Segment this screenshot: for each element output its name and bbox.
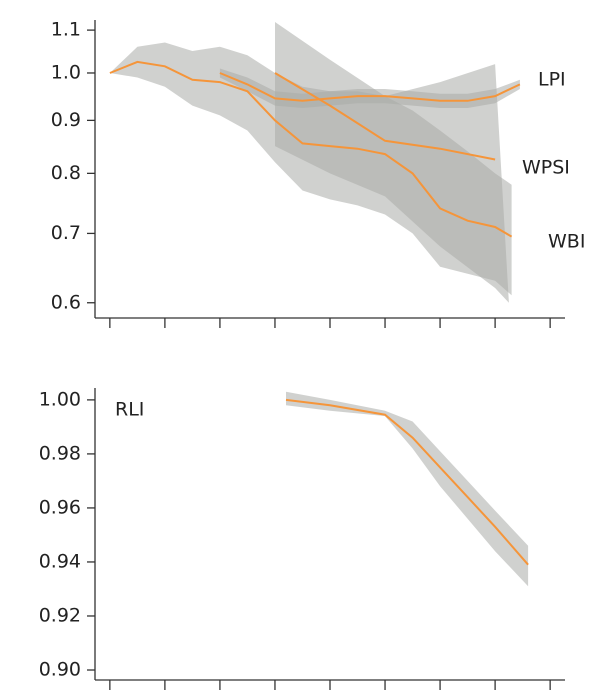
y-tick-label: 1.1 [51, 19, 81, 41]
confidence-band [109, 42, 512, 296]
confidence-band [286, 391, 529, 587]
y-tick-label: 0.7 [51, 222, 81, 244]
y-tick-label: 0.96 [39, 496, 81, 518]
series-line [219, 72, 521, 102]
y-tick-label: 1.00 [39, 388, 81, 410]
y-tick-label: 0.92 [39, 604, 81, 626]
series-label: WBI [548, 231, 585, 253]
series-label: LPI [538, 69, 566, 91]
y-tick-label: 0.6 [51, 291, 81, 313]
y-tick-label: 0.94 [39, 550, 81, 572]
y-tick-label: 0.90 [39, 659, 81, 681]
y-tick-label: 0.98 [39, 442, 81, 464]
series-label: RLI [115, 399, 144, 421]
series-line [109, 60, 513, 238]
y-tick-label: 1.0 [51, 61, 81, 83]
confidence-band [219, 68, 520, 108]
y-tick-label: 0.8 [51, 162, 81, 184]
series-line [285, 398, 529, 566]
confidence-band [275, 22, 509, 303]
series-label: WPSI [522, 157, 570, 179]
series-line [274, 72, 496, 161]
y-tick-label: 0.9 [51, 109, 81, 131]
